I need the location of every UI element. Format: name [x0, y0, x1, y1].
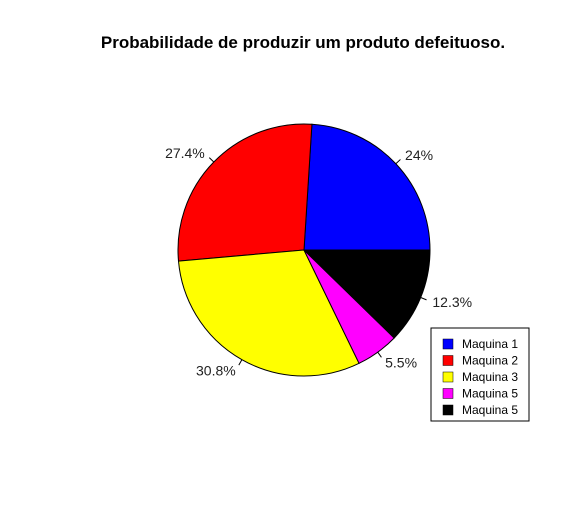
- legend: Maquina 1 Maquina 2 Maquina 3 Maquina 5 Maqu…: [430, 327, 530, 422]
- slice-label: 24%: [405, 147, 433, 163]
- label-tick: [377, 351, 382, 358]
- label-tick: [395, 159, 401, 165]
- pie-slice: [303, 123, 431, 251]
- label-tick: [238, 359, 243, 366]
- legend-swatch: [442, 388, 454, 399]
- legend-label: Maquina 2: [462, 354, 518, 368]
- slice-label: 12.3%: [432, 294, 472, 310]
- legend-label: Maquina 3: [462, 370, 518, 384]
- slice-label: 5.5%: [385, 354, 417, 370]
- legend-swatch: [442, 355, 454, 366]
- legend-label: Maquina 5: [462, 387, 518, 401]
- legend-swatch: [442, 371, 454, 383]
- legend-label: Maquina 5: [462, 403, 518, 417]
- chart-title: Probabilidade de produzir um produto def…: [101, 33, 505, 52]
- label-tick: [208, 157, 215, 163]
- pie-slices: [177, 123, 431, 377]
- pie-slice: [177, 249, 360, 377]
- slice-label: 30.8%: [196, 363, 236, 379]
- pie-slice: [177, 123, 313, 262]
- legend-swatch: [442, 404, 454, 416]
- slice-label: 27.4%: [165, 145, 205, 161]
- legend-swatch: [442, 338, 454, 350]
- pie-slice: [302, 249, 431, 339]
- label-tick: [420, 297, 427, 301]
- slice-labels: 24% 27.4% 30.8% 5.5% 12.3%: [165, 145, 472, 378]
- legend-label: Maquina 1: [462, 337, 518, 351]
- legend-items: Maquina 1 Maquina 2 Maquina 3 Maquina 5 Maqu…: [442, 337, 518, 417]
